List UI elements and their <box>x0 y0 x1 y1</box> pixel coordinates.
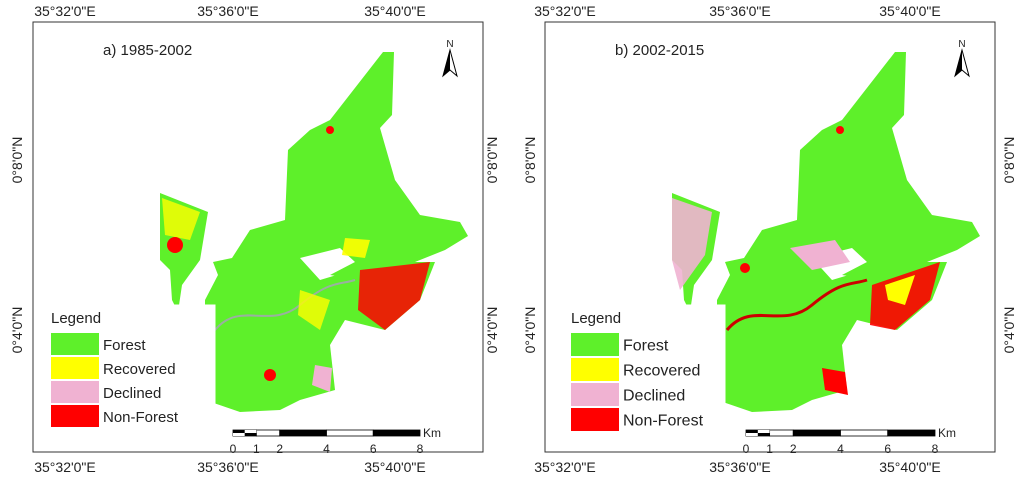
scale-segment <box>244 430 257 433</box>
latitude-label: 0°4'0"N <box>9 307 25 354</box>
scale-label: 0 <box>230 442 237 456</box>
scale-label: 1 <box>766 442 773 456</box>
longitude-label: 35°36'0"E <box>709 459 771 475</box>
scale-label: 2 <box>790 442 797 456</box>
scale-segment <box>255 429 281 437</box>
latitude-label: 0°8'0"N <box>522 137 538 184</box>
scale-unit: Km <box>423 426 441 440</box>
legend-swatch <box>51 381 99 403</box>
scale-segment <box>279 429 327 437</box>
longitude-label: 35°40'0"E <box>879 459 941 475</box>
legend-label: Recovered <box>623 363 700 380</box>
legend-label: Recovered <box>103 361 176 378</box>
scale-segment <box>746 433 758 436</box>
longitude-label: 35°36'0"E <box>197 3 259 19</box>
latitude-label: 0°8'0"N <box>9 137 25 184</box>
scale-label: 4 <box>837 442 844 456</box>
scale-label: 8 <box>417 442 424 456</box>
scale-label: 6 <box>370 442 377 456</box>
longitude-label: 35°40'0"E <box>879 3 941 19</box>
latitude-label: 0°4'0"N <box>484 307 500 354</box>
legend-swatch <box>51 357 99 379</box>
legend-label: Declined <box>103 385 161 402</box>
panel-title: b) 2002-2015 <box>615 42 704 59</box>
scale-segment <box>372 429 421 437</box>
legend-swatch <box>51 405 99 427</box>
scale-segment <box>792 429 841 437</box>
scale-segment <box>769 429 794 437</box>
scale-segment <box>233 433 245 436</box>
scale-label: 8 <box>932 442 939 456</box>
legend-label: Forest <box>623 338 669 355</box>
legend-swatch <box>51 333 99 355</box>
legend-title: Legend <box>51 310 101 327</box>
longitude-label: 35°32'0"E <box>34 3 96 19</box>
latitude-label: 0°8'0"N <box>1001 137 1017 184</box>
longitude-label: 35°36'0"E <box>709 3 771 19</box>
legend-label: Non-Forest <box>623 413 704 430</box>
latitude-label: 0°8'0"N <box>484 137 500 184</box>
scale-segment <box>887 429 936 437</box>
legend-title: Legend <box>571 310 621 327</box>
longitude-label: 35°32'0"E <box>534 3 596 19</box>
scale-unit: Km <box>938 426 956 440</box>
scale-segment <box>757 430 770 433</box>
scale-label: 2 <box>276 442 283 456</box>
panel-title: a) 1985-2002 <box>103 42 192 59</box>
longitude-label: 35°40'0"E <box>364 459 426 475</box>
scale-label: 0 <box>743 442 750 456</box>
legend-swatch <box>571 383 619 406</box>
map-panel: 35°32'0"E 35°32'0"E 35°36'0"E 35°36'0"E 35°4… <box>9 3 500 475</box>
legend-label: Declined <box>623 388 685 405</box>
scale-segment <box>840 429 889 437</box>
north-label: N <box>446 39 453 50</box>
legend-label: Forest <box>103 337 146 354</box>
scale-label: 1 <box>253 442 260 456</box>
scale-label: 6 <box>884 442 891 456</box>
longitude-label: 35°40'0"E <box>364 3 426 19</box>
latitude-label: 0°4'0"N <box>522 307 538 354</box>
longitude-label: 35°32'0"E <box>34 459 96 475</box>
longitude-label: 35°32'0"E <box>534 459 596 475</box>
north-arrow-fill <box>955 50 962 76</box>
north-label: N <box>958 39 965 50</box>
legend-swatch <box>571 333 619 356</box>
scale-segment <box>326 429 374 437</box>
scale-label: 4 <box>323 442 330 456</box>
longitude-label: 35°36'0"E <box>197 459 259 475</box>
legend-swatch <box>571 358 619 381</box>
latitude-label: 0°4'0"N <box>1001 307 1017 354</box>
north-arrow-fill <box>443 50 450 76</box>
map-panel: 35°32'0"E 35°32'0"E 35°36'0"E 35°36'0"E 35°4… <box>522 3 1017 475</box>
legend-label: Non-Forest <box>103 409 179 426</box>
legend-swatch <box>571 408 619 431</box>
